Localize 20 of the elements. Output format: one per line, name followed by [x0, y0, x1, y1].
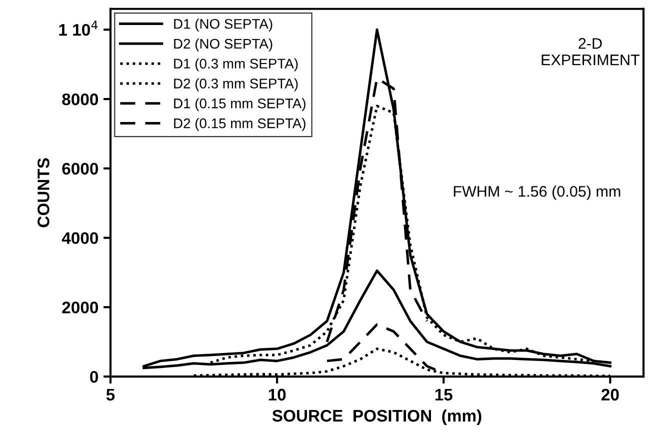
legend-label: D1 (NO SEPTA)	[174, 18, 272, 32]
y-tick-label: 8000	[62, 93, 98, 106]
legend-label: D2 (NO SEPTA)	[174, 38, 272, 52]
y-tick-label: 1 10$^{4}$	[59, 20, 98, 36]
y-axis-title: COUNTS	[38, 158, 50, 228]
annotation: 2-D EXPERIMENT	[542, 38, 640, 66]
annotation: FWHM ~ 1.56 (0.05) mm	[454, 186, 620, 200]
x-tick-label: 5	[106, 388, 115, 401]
legend-label: D2 (0.3 mm SEPTA)	[174, 78, 298, 92]
y-tick-label: 4000	[62, 232, 98, 244]
x-tick-label: 10	[268, 388, 286, 401]
legend-label: D1 (0.3 mm SEPTA)	[174, 58, 298, 72]
y-tick-label: 6000	[62, 162, 98, 175]
x-axis-title: SOURCE POSITION (mm)	[272, 409, 482, 425]
y-tick-label: 2000	[62, 302, 98, 314]
x-tick-label: 15	[435, 388, 452, 401]
legend-label: D1 (0.15 mm SEPTA)	[174, 98, 306, 112]
y-tick-label: 0	[90, 370, 98, 383]
x-tick-label: 20	[601, 388, 619, 401]
legend-label: D2 (0.15 mm SEPTA)	[174, 118, 306, 131]
